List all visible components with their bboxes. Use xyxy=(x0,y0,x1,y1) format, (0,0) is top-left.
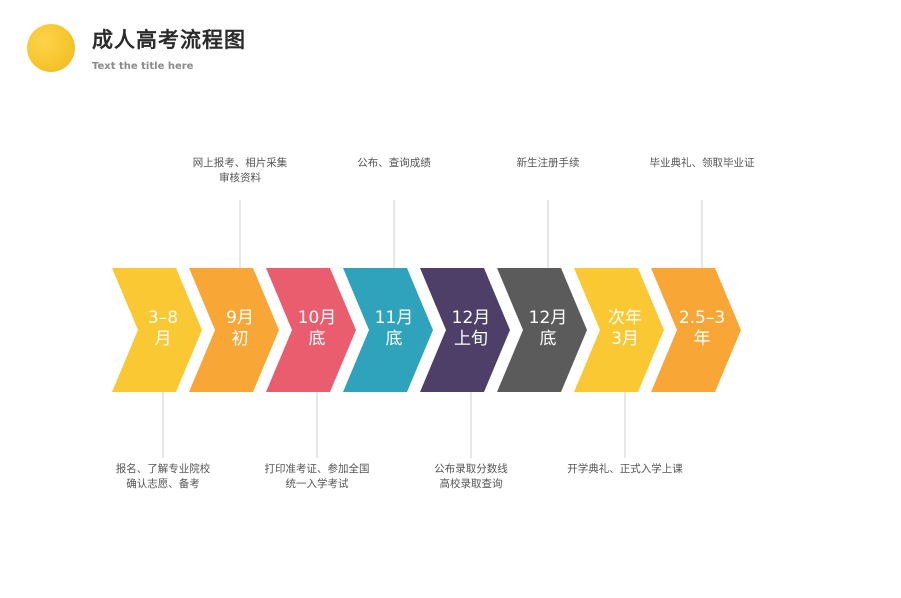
step-label-line2: 底 xyxy=(308,329,326,349)
step-label-line1: 12月 xyxy=(528,308,568,328)
page-subtitle: Text the title here xyxy=(92,61,194,72)
step-label-line1: 10月 xyxy=(297,308,337,328)
page-title: 成人高考流程图 xyxy=(92,28,246,52)
step-label: 3–8 月 xyxy=(118,308,208,350)
step-label-line1: 9月 xyxy=(226,308,254,328)
top-note: 公布、查询成绩 xyxy=(294,156,494,171)
chevron-step xyxy=(343,268,433,392)
note-line2: 统一入学考试 xyxy=(285,478,349,490)
chevron-step xyxy=(497,268,587,392)
note-line1: 报名、了解专业院校 xyxy=(115,463,211,475)
chevron-step xyxy=(651,268,741,392)
chevron-step xyxy=(420,268,510,392)
bottom-note: 打印准考证、参加全国 统一入学考试 xyxy=(217,462,417,492)
top-note: 网上报考、相片采集 审核资料 xyxy=(140,156,340,186)
step-label: 2.5–3 年 xyxy=(657,308,747,350)
step-label-line2: 底 xyxy=(539,329,557,349)
step-label-line2: 3月 xyxy=(611,329,639,349)
step-label-line1: 11月 xyxy=(374,308,414,328)
note-line1: 开学典礼、正式入学上课 xyxy=(567,463,683,475)
bottom-note: 公布录取分数线 高校录取查询 xyxy=(371,462,571,492)
note-line1: 打印准考证、参加全国 xyxy=(264,463,370,475)
note-line1: 新生注册手续 xyxy=(516,157,580,169)
step-label: 12月底 xyxy=(503,308,593,350)
step-label-line1: 2.5–3 xyxy=(678,308,726,328)
chevron-layer xyxy=(112,268,741,392)
bottom-note: 报名、了解专业院校 确认志愿、备考 xyxy=(63,462,263,492)
step-label-line2: 年 xyxy=(693,329,711,349)
top-note: 毕业典礼、领取毕业证 xyxy=(602,156,802,171)
note-line1: 公布、查询成绩 xyxy=(357,157,431,169)
chevron-step xyxy=(574,268,664,392)
step-label-line1: 3–8 xyxy=(147,308,179,328)
bottom-note: 开学典礼、正式入学上课 xyxy=(525,462,725,477)
note-line2: 审核资料 xyxy=(219,172,261,184)
step-label-line2: 月 xyxy=(154,329,172,349)
step-label: 11月底 xyxy=(349,308,439,350)
note-line1: 网上报考、相片采集 xyxy=(192,157,288,169)
chevron-step xyxy=(266,268,356,392)
step-label: 9月初 xyxy=(195,308,285,350)
note-line1: 毕业典礼、领取毕业证 xyxy=(649,157,755,169)
step-label: 10月底 xyxy=(272,308,362,350)
step-label-line2: 上旬 xyxy=(454,329,488,349)
step-label: 12月 上旬 xyxy=(426,308,516,350)
note-line2: 高校录取查询 xyxy=(439,478,503,490)
connector-layer xyxy=(162,200,703,458)
logo-circle xyxy=(27,24,75,72)
step-label-line2: 初 xyxy=(231,329,249,349)
step-label-line1: 12月 xyxy=(451,308,491,328)
chevron-step xyxy=(112,268,202,392)
top-note: 新生注册手续 xyxy=(448,156,648,171)
step-label-line2: 底 xyxy=(385,329,403,349)
step-label: 次年 3月 xyxy=(580,308,670,350)
note-line1: 公布录取分数线 xyxy=(434,463,508,475)
note-line2: 确认志愿、备考 xyxy=(126,478,200,490)
step-label-line1: 次年 xyxy=(608,308,642,328)
chevron-step xyxy=(189,268,279,392)
